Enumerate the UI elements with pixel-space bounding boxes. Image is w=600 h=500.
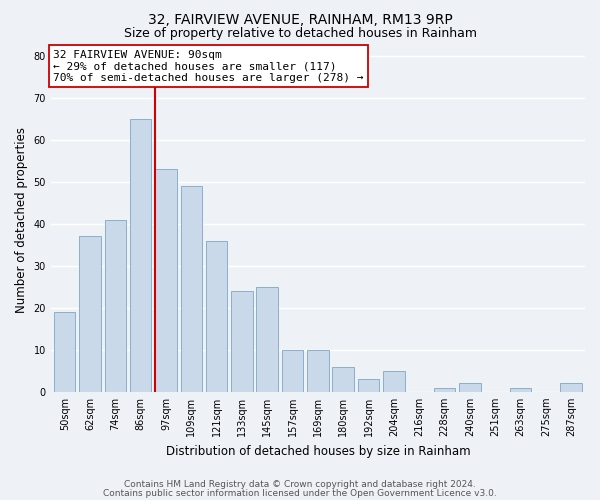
Y-axis label: Number of detached properties: Number of detached properties	[15, 126, 28, 312]
Bar	[256, 287, 278, 392]
Bar	[104, 220, 126, 392]
Text: 32 FAIRVIEW AVENUE: 90sqm
← 29% of detached houses are smaller (117)
70% of semi: 32 FAIRVIEW AVENUE: 90sqm ← 29% of detac…	[53, 50, 364, 83]
Bar	[231, 291, 253, 392]
Text: 32, FAIRVIEW AVENUE, RAINHAM, RM13 9RP: 32, FAIRVIEW AVENUE, RAINHAM, RM13 9RP	[148, 12, 452, 26]
Bar	[181, 186, 202, 392]
Bar	[332, 366, 354, 392]
Bar	[206, 240, 227, 392]
Bar	[79, 236, 101, 392]
Bar	[54, 312, 76, 392]
Bar	[509, 388, 531, 392]
Bar	[307, 350, 329, 392]
Bar	[130, 119, 151, 392]
Bar	[459, 384, 481, 392]
X-axis label: Distribution of detached houses by size in Rainham: Distribution of detached houses by size …	[166, 444, 470, 458]
Bar	[282, 350, 304, 392]
Bar	[155, 170, 177, 392]
Text: Contains public sector information licensed under the Open Government Licence v3: Contains public sector information licen…	[103, 488, 497, 498]
Bar	[383, 371, 404, 392]
Bar	[358, 379, 379, 392]
Bar	[560, 384, 582, 392]
Text: Size of property relative to detached houses in Rainham: Size of property relative to detached ho…	[124, 28, 476, 40]
Text: Contains HM Land Registry data © Crown copyright and database right 2024.: Contains HM Land Registry data © Crown c…	[124, 480, 476, 489]
Bar	[434, 388, 455, 392]
